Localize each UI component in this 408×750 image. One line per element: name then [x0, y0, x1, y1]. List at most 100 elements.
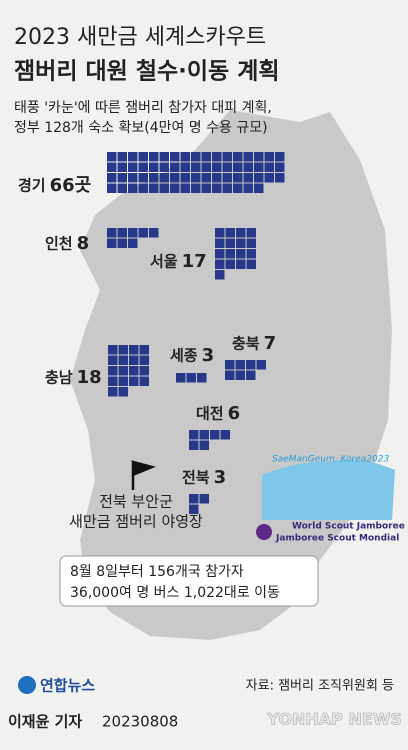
unit-square — [254, 173, 264, 183]
unit-square — [246, 370, 256, 380]
unit-square — [159, 183, 169, 193]
unit-square — [107, 183, 117, 193]
unit-square — [225, 259, 235, 269]
flag-icon — [131, 460, 156, 490]
unit-square — [139, 366, 149, 376]
unit-square — [128, 183, 138, 193]
logo-emblem — [256, 524, 272, 540]
unit-square — [108, 355, 118, 365]
unit-square — [191, 162, 201, 172]
unit-square — [201, 183, 211, 193]
unit-square — [139, 345, 149, 355]
value-label: 17 — [182, 251, 207, 272]
unit-square — [236, 228, 246, 238]
unit-square — [246, 249, 256, 259]
credit: 이재윤 기자 — [8, 713, 82, 731]
unit-square — [215, 259, 225, 269]
unit-square — [117, 238, 127, 248]
unit-square — [139, 355, 149, 365]
unit-square — [212, 173, 222, 183]
description: 태풍 '카눈'에 따른 잼버리 참가자 대피 계획, — [14, 100, 272, 116]
unit-square — [212, 162, 222, 172]
unit-square — [180, 162, 190, 172]
unit-square — [256, 360, 266, 370]
source: 자료: 잼버리 조직위원회 등 — [246, 679, 394, 694]
unit-square — [236, 238, 246, 248]
unit-square — [210, 430, 220, 440]
unit-square — [149, 173, 159, 183]
unit-group — [215, 228, 256, 280]
unit-group — [108, 345, 149, 397]
unit-square — [264, 162, 274, 172]
unit-square — [243, 183, 253, 193]
unit-square — [197, 373, 207, 383]
unit-square — [225, 249, 235, 259]
unit-square — [212, 183, 222, 193]
note: 8월 8일부터 156개국 참가자 — [70, 564, 244, 580]
value-label: 3 — [202, 345, 215, 366]
unit-square — [264, 173, 274, 183]
unit-square — [138, 228, 148, 238]
unit-square — [118, 355, 128, 365]
unit-square — [275, 162, 285, 172]
unit-square — [170, 173, 180, 183]
unit-square — [243, 162, 253, 172]
unit-square — [108, 387, 118, 397]
unit-square — [117, 162, 127, 172]
logo-art — [262, 459, 395, 520]
unit-square — [186, 373, 196, 383]
unit-square — [170, 152, 180, 162]
unit-square — [138, 183, 148, 193]
unit-square — [201, 152, 211, 162]
unit-square — [108, 376, 118, 386]
region-label: 충북 — [232, 335, 260, 353]
unit-square — [128, 173, 138, 183]
unit-square — [128, 152, 138, 162]
value-label: 18 — [77, 367, 102, 388]
value-label: 8 — [77, 233, 90, 254]
unit-square — [180, 173, 190, 183]
unit-square — [199, 430, 209, 440]
unit-square — [199, 494, 209, 504]
value-label: 6 — [228, 403, 241, 424]
unit-square — [222, 183, 232, 193]
note: 36,000여 명 버스 1,022대로 이동 — [70, 585, 280, 601]
unit-square — [246, 259, 256, 269]
unit-square — [233, 173, 243, 183]
value-label: 7 — [264, 333, 277, 354]
unit-square — [215, 238, 225, 248]
unit-square — [149, 162, 159, 172]
description: 정부 128개 숙소 확보(4만여 명 수용 규모) — [14, 120, 268, 136]
unit-square — [149, 228, 159, 238]
unit-square — [159, 173, 169, 183]
unit-square — [189, 430, 199, 440]
agency-logo — [18, 676, 36, 694]
unit-square — [233, 162, 243, 172]
unit-square — [225, 360, 235, 370]
unit-square — [199, 440, 209, 450]
unit-square — [129, 345, 139, 355]
unit-square — [117, 183, 127, 193]
unit-square — [246, 360, 256, 370]
unit-square — [246, 238, 256, 248]
annotation: 새만금 잼버리 야영장 — [69, 513, 203, 531]
agency: 연합뉴스 — [40, 677, 95, 695]
unit-square — [191, 152, 201, 162]
unit-square — [225, 228, 235, 238]
watermark: YONHAP NEWS — [266, 710, 402, 729]
unit-square — [233, 152, 243, 162]
region-label: 대전 — [196, 405, 224, 423]
note-box — [59, 555, 319, 607]
unit-square — [225, 370, 235, 380]
unit-square — [108, 345, 118, 355]
unit-square — [236, 249, 246, 259]
unit-group — [189, 494, 209, 514]
unit-square — [243, 173, 253, 183]
unit-square — [170, 183, 180, 193]
unit-square — [233, 183, 243, 193]
logo-text: SaeManGeum. Korea2023 — [272, 455, 389, 465]
subtitle: 잼버리 대원 철수·이동 계획 — [14, 59, 280, 85]
region-label: 인천 — [45, 235, 73, 253]
unit-square — [128, 238, 138, 248]
